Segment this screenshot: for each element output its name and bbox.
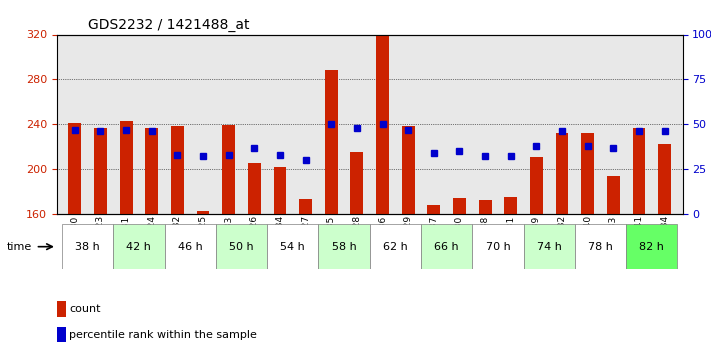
FancyBboxPatch shape <box>626 224 678 269</box>
Bar <box>402 126 415 214</box>
FancyBboxPatch shape <box>370 224 421 269</box>
Text: 78 h: 78 h <box>588 242 613 252</box>
Bar <box>504 197 517 214</box>
Text: percentile rank within the sample: percentile rank within the sample <box>70 330 257 339</box>
Bar <box>453 198 466 214</box>
Bar <box>299 199 312 214</box>
Bar <box>427 205 440 214</box>
Text: 74 h: 74 h <box>537 242 562 252</box>
Bar <box>274 167 287 214</box>
FancyBboxPatch shape <box>523 224 575 269</box>
FancyBboxPatch shape <box>267 224 319 269</box>
Text: 66 h: 66 h <box>434 242 459 252</box>
Bar <box>119 121 132 214</box>
Bar <box>57 301 66 317</box>
Text: 50 h: 50 h <box>229 242 254 252</box>
Text: GDS2232 / 1421488_at: GDS2232 / 1421488_at <box>88 18 250 32</box>
FancyBboxPatch shape <box>216 224 267 269</box>
Bar <box>145 128 158 214</box>
Bar <box>530 157 542 214</box>
FancyBboxPatch shape <box>421 224 472 269</box>
Bar <box>582 133 594 214</box>
Text: 54 h: 54 h <box>280 242 305 252</box>
Bar <box>171 126 184 214</box>
Text: 46 h: 46 h <box>178 242 203 252</box>
Bar <box>248 164 261 214</box>
Text: 38 h: 38 h <box>75 242 100 252</box>
FancyBboxPatch shape <box>113 224 164 269</box>
FancyBboxPatch shape <box>575 224 626 269</box>
Bar <box>223 125 235 214</box>
Bar <box>607 176 620 214</box>
Bar <box>57 327 66 342</box>
Bar <box>658 144 671 214</box>
Bar <box>68 123 81 214</box>
FancyBboxPatch shape <box>319 224 370 269</box>
Bar <box>351 152 363 214</box>
Bar <box>479 200 491 214</box>
FancyBboxPatch shape <box>62 224 113 269</box>
Text: 62 h: 62 h <box>383 242 407 252</box>
Text: time: time <box>7 242 33 252</box>
Bar <box>376 34 389 214</box>
Bar <box>94 128 107 214</box>
Bar <box>197 210 210 214</box>
Bar <box>325 70 338 214</box>
Text: 58 h: 58 h <box>332 242 356 252</box>
Text: 82 h: 82 h <box>639 242 664 252</box>
Text: 42 h: 42 h <box>127 242 151 252</box>
FancyBboxPatch shape <box>164 224 216 269</box>
Bar <box>633 128 646 214</box>
Bar <box>555 133 569 214</box>
Text: count: count <box>70 304 101 314</box>
FancyBboxPatch shape <box>472 224 523 269</box>
Text: 70 h: 70 h <box>486 242 510 252</box>
